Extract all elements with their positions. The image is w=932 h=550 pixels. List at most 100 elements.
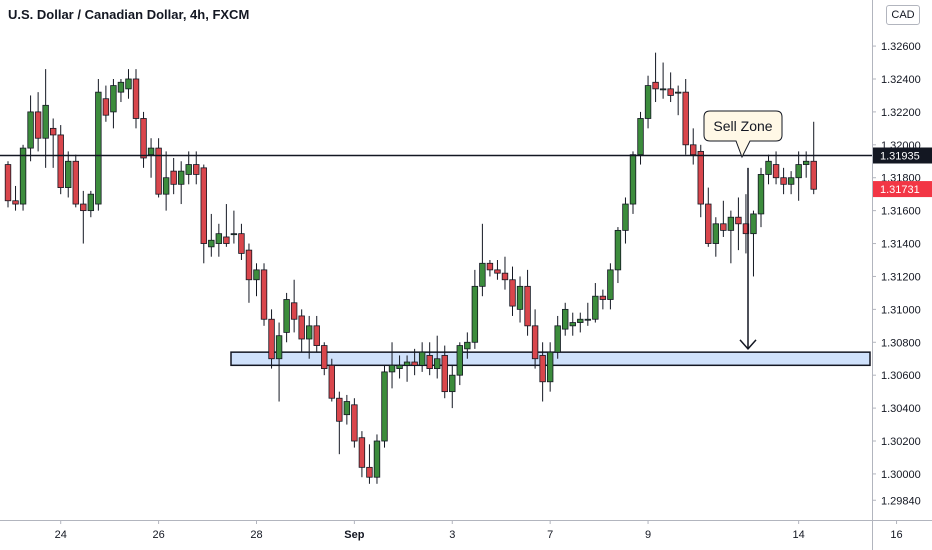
candle-up [750,213,757,235]
candle-up [343,401,351,416]
candle-down [321,345,328,370]
candle-up [42,104,49,139]
candle-up [479,262,486,287]
candle-down [780,177,787,185]
candle-up [185,164,192,175]
candle-down [682,91,689,146]
candle-up [787,177,795,185]
candle-down [667,88,674,96]
candle-up [765,160,772,175]
candle-up [516,285,524,310]
x-tick-label: Sep [344,529,364,541]
sell-zone-callout [703,110,783,159]
candle-down [12,200,19,205]
candle-down [245,249,253,281]
candle-down [80,203,87,212]
y-axis-ticks: 1.29840 1.30000 1.30200 1.30400 1.30600 1.308… [872,41,921,507]
candle-down [132,78,140,119]
candle-up [471,285,479,343]
candle-down [599,295,607,300]
candle-up [110,85,117,113]
y-tick-label: 1.31000 [881,304,921,316]
candle-up [757,174,765,215]
x-tick-label: 28 [250,529,262,541]
candle-down [313,325,320,346]
x-tick-label: 26 [152,529,164,541]
candle-down [426,355,433,370]
candle-up [659,88,667,91]
candle-up [607,269,614,300]
candle-up [381,371,388,442]
candle-down [49,127,57,136]
candle-up [177,170,185,185]
candles [4,52,817,484]
candle-up [727,216,735,231]
candle-up [674,91,682,94]
candle-down [366,466,373,478]
candle-up [95,91,102,205]
candle-up [253,269,260,281]
y-tick-label: 1.30600 [881,370,921,382]
candle-down [298,315,305,340]
candle-down [102,98,110,116]
x-tick-label: 3 [449,529,455,541]
candle-up [215,233,223,244]
candle-up [712,223,720,244]
candle-down [411,361,418,366]
currency-button[interactable]: CAD [886,5,920,25]
x-tick-label: 9 [645,529,651,541]
candle-up [403,361,411,366]
y-tick-label: 1.31200 [881,271,921,283]
candle-up [125,78,132,90]
chart-title: U.S. Dollar / Canadian Dollar, 4h, FXCM [8,7,250,22]
down-arrow-head [739,339,757,350]
x-tick-label: 16 [890,529,902,541]
candle-up [629,154,637,205]
y-tick-label: 1.29840 [881,495,921,507]
candle-down [260,269,268,320]
candle-down [193,164,200,175]
candle-down [328,364,335,399]
candle-up [27,111,34,149]
candle-up [208,239,215,248]
candle-up [464,341,471,350]
candle-down [705,203,712,244]
candle-down [34,111,42,139]
x-tick-label: 7 [547,529,553,541]
y-tick-label: 1.30400 [881,403,921,415]
y-tick-label: 1.30000 [881,469,921,481]
y-tick-label: 1.31400 [881,239,921,251]
candle-down [494,269,501,274]
candle-down [539,355,546,383]
current-price-tag-label: 1.31731 [880,184,920,196]
sell-zone-label: Sell Zone [713,118,772,134]
candle-down [200,167,207,244]
candle-up [592,295,599,320]
candle-up [305,325,313,340]
candle-down [72,160,79,205]
candle-down [290,302,298,320]
candle-up [802,160,810,165]
candle-up [147,147,155,156]
candle-up [396,364,403,370]
candle-down [501,272,509,281]
candle-up [434,358,441,370]
candle-down [223,236,230,244]
candle-up [644,85,652,119]
candle-down [690,144,697,156]
current-price-tag-bg [873,181,932,198]
candle-up [19,147,27,205]
x-tick-label: 14 [793,529,805,541]
candle-up [569,322,576,327]
candle-up [117,81,125,93]
y-tick-label: 1.31600 [881,206,921,218]
resistance-price-tag-bg [873,147,932,164]
x-tick-label: 24 [55,529,67,541]
candle-up [584,318,592,321]
candle-down [170,170,177,185]
candle-up [388,364,396,373]
candle-up [577,318,584,323]
candle-up [65,160,72,188]
